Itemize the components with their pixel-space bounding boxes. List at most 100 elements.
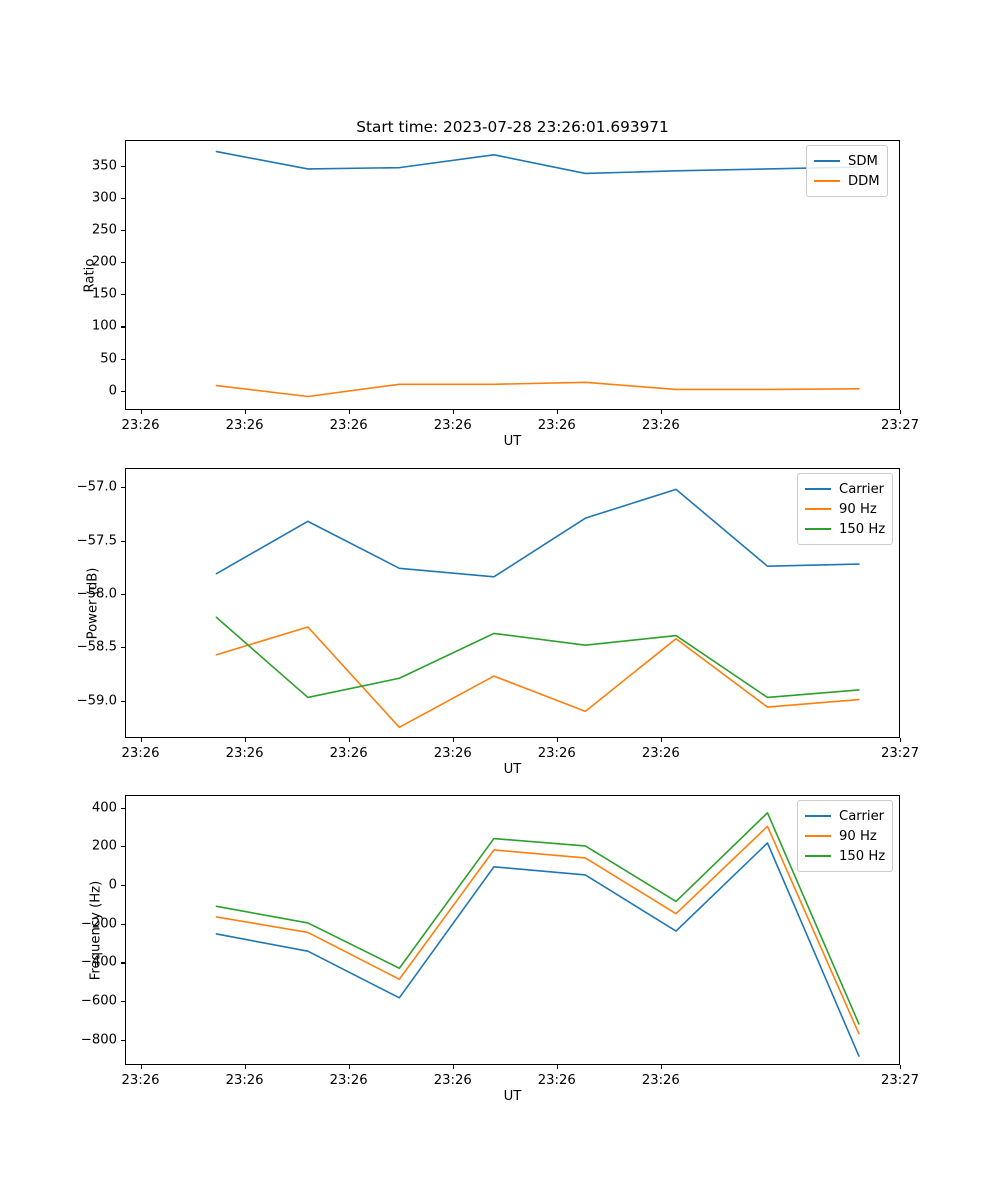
series-line-carrier bbox=[215, 488, 860, 578]
x-tick-label-power: 23:26 bbox=[537, 746, 576, 761]
legend-label: 150 Hz bbox=[839, 848, 886, 864]
legend-label: 150 Hz bbox=[839, 521, 886, 537]
x-tick-mark-power bbox=[140, 738, 142, 742]
legend-power[interactable]: Carrier 90 Hz 150 Hz bbox=[797, 473, 894, 545]
x-tick-label-ratio: 23:26 bbox=[641, 418, 680, 433]
legend-line-icon bbox=[805, 528, 831, 530]
x-tick-mark-power bbox=[556, 738, 558, 742]
y-tick-mark-power bbox=[121, 647, 125, 649]
legend-label: 90 Hz bbox=[839, 501, 877, 517]
y-tick-label-ratio: 50 bbox=[100, 351, 117, 367]
x-tick-label-ratio: 23:26 bbox=[225, 418, 264, 433]
legend-item[interactable]: SDM bbox=[814, 151, 880, 171]
y-tick-label-frequency: −400 bbox=[80, 954, 117, 970]
legend-label: DDM bbox=[848, 173, 880, 189]
x-tick-label-ratio: 23:26 bbox=[121, 418, 160, 433]
x-axis-label-power: UT bbox=[503, 762, 522, 777]
y-tick-mark-frequency bbox=[121, 1001, 125, 1003]
y-tick-mark-ratio bbox=[121, 358, 125, 360]
legend-item[interactable]: 90 Hz bbox=[805, 826, 885, 846]
series-line-90-hz bbox=[215, 626, 860, 729]
x-tick-label-frequency: 23:26 bbox=[641, 1073, 680, 1088]
y-tick-mark-frequency bbox=[121, 846, 125, 848]
x-tick-mark-frequency bbox=[660, 1065, 662, 1069]
series-line-ddm bbox=[215, 381, 860, 398]
x-tick-mark-ratio bbox=[556, 410, 558, 414]
y-tick-label-frequency: −600 bbox=[80, 993, 117, 1009]
x-tick-mark-ratio bbox=[452, 410, 454, 414]
series-line-carrier bbox=[215, 842, 860, 1057]
x-tick-label-frequency: 23:26 bbox=[433, 1073, 472, 1088]
x-tick-mark-power bbox=[900, 738, 902, 742]
x-axis-label-ratio: UT bbox=[503, 434, 522, 449]
x-tick-mark-frequency bbox=[556, 1065, 558, 1069]
x-tick-label-frequency: 23:26 bbox=[121, 1073, 160, 1088]
x-tick-mark-ratio bbox=[140, 410, 142, 414]
legend-item[interactable]: 150 Hz bbox=[805, 519, 885, 539]
legend-label: SDM bbox=[848, 153, 878, 169]
series-line-150-hz bbox=[215, 812, 860, 1025]
x-tick-mark-ratio bbox=[348, 410, 350, 414]
legend-item[interactable]: Carrier bbox=[805, 806, 885, 826]
y-tick-mark-ratio bbox=[121, 197, 125, 199]
y-tick-label-power: −59.0 bbox=[76, 693, 117, 709]
axes-frame-power bbox=[125, 468, 900, 738]
x-tick-mark-frequency bbox=[900, 1065, 902, 1069]
x-tick-mark-ratio bbox=[900, 410, 902, 414]
axes-frame-ratio bbox=[125, 140, 900, 410]
series-line-150-hz bbox=[215, 616, 860, 699]
y-tick-label-power: −57.0 bbox=[76, 479, 117, 495]
legend-ratio[interactable]: SDM DDM bbox=[806, 145, 888, 197]
x-tick-label-power: 23:26 bbox=[433, 746, 472, 761]
legend-label: Carrier bbox=[839, 808, 885, 824]
legend-line-icon bbox=[805, 815, 831, 817]
legend-item[interactable]: DDM bbox=[814, 171, 880, 191]
x-tick-label-power: 23:27 bbox=[880, 746, 920, 761]
y-tick-label-ratio: 200 bbox=[91, 254, 117, 270]
x-tick-mark-power bbox=[660, 738, 662, 742]
x-tick-label-power: 23:26 bbox=[329, 746, 368, 761]
legend-item[interactable]: Carrier bbox=[805, 479, 885, 499]
y-tick-label-power: −57.5 bbox=[76, 533, 117, 549]
series-line-sdm bbox=[215, 150, 860, 175]
y-tick-label-ratio: 300 bbox=[91, 190, 117, 206]
y-tick-mark-power bbox=[121, 593, 125, 596]
x-axis-label-frequency: UT bbox=[503, 1089, 522, 1104]
legend-frequency[interactable]: Carrier 90 Hz 150 Hz bbox=[797, 800, 894, 872]
y-tick-mark-power bbox=[121, 700, 125, 702]
x-tick-mark-frequency bbox=[244, 1065, 246, 1069]
y-tick-mark-frequency bbox=[121, 962, 125, 964]
legend-item[interactable]: 150 Hz bbox=[805, 846, 885, 866]
x-tick-label-ratio: 23:27 bbox=[880, 418, 920, 433]
axes-frame-frequency bbox=[125, 795, 900, 1065]
x-tick-label-power: 23:26 bbox=[121, 746, 160, 761]
y-tick-mark-ratio bbox=[121, 230, 125, 232]
page-title: Start time: 2023-07-28 23:26:01.693971 bbox=[356, 118, 669, 136]
y-tick-mark-frequency bbox=[121, 1039, 125, 1041]
x-tick-label-ratio: 23:26 bbox=[433, 418, 472, 433]
y-tick-mark-ratio bbox=[121, 294, 125, 296]
y-tick-label-ratio: 350 bbox=[91, 158, 117, 174]
x-tick-mark-power bbox=[244, 738, 246, 742]
x-tick-label-power: 23:26 bbox=[641, 746, 680, 761]
y-tick-label-ratio: 100 bbox=[91, 318, 117, 334]
y-tick-label-frequency: 200 bbox=[91, 838, 117, 854]
y-tick-mark-frequency bbox=[121, 807, 125, 809]
y-tick-label-frequency: 0 bbox=[108, 877, 117, 893]
y-tick-label-power: −58.5 bbox=[76, 639, 117, 655]
y-tick-mark-frequency bbox=[121, 923, 125, 925]
series-line-90-hz bbox=[215, 825, 860, 1035]
legend-line-icon bbox=[814, 160, 840, 162]
legend-item[interactable]: 90 Hz bbox=[805, 499, 885, 519]
x-tick-mark-ratio bbox=[660, 410, 662, 414]
y-tick-label-frequency: 400 bbox=[91, 800, 117, 816]
y-tick-mark-ratio bbox=[121, 165, 125, 167]
x-tick-mark-power bbox=[348, 738, 350, 742]
legend-line-icon bbox=[805, 835, 831, 837]
y-tick-label-frequency: −800 bbox=[80, 1032, 117, 1048]
x-tick-label-frequency: 23:27 bbox=[880, 1073, 920, 1088]
x-tick-label-frequency: 23:26 bbox=[537, 1073, 576, 1088]
y-tick-mark-ratio bbox=[121, 262, 125, 264]
x-tick-label-power: 23:26 bbox=[225, 746, 264, 761]
